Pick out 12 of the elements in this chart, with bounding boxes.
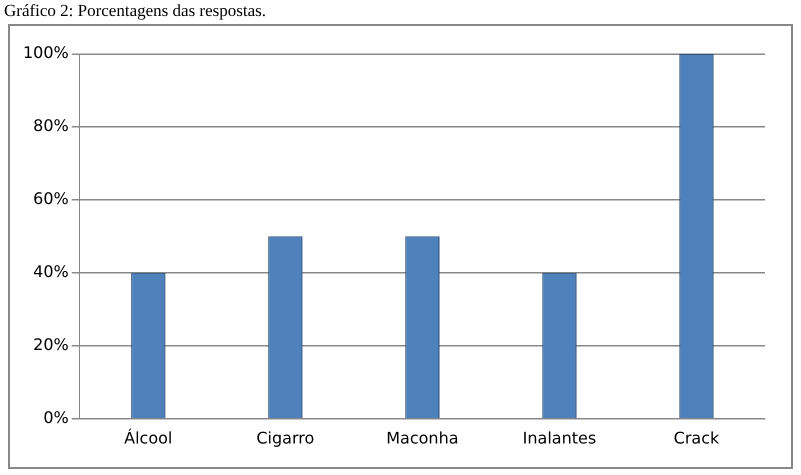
chart-title: Gráfico 2: Porcentagens das respostas. <box>3 0 268 22</box>
y-tick-label: 100% <box>22 43 69 62</box>
x-tick-label: Maconha <box>386 428 459 448</box>
y-tick-label: 80% <box>33 116 69 136</box>
x-tick-label: Álcool <box>124 428 172 448</box>
x-tick-label: Crack <box>674 428 720 448</box>
y-tick-label: 60% <box>33 189 69 208</box>
x-tick-label: Cigarro <box>256 428 314 448</box>
y-tick-label: 0% <box>43 408 69 427</box>
y-tick-label: 20% <box>33 334 69 354</box>
y-tick-label: 40% <box>33 262 69 282</box>
x-tick-label: Inalantes <box>522 428 596 448</box>
